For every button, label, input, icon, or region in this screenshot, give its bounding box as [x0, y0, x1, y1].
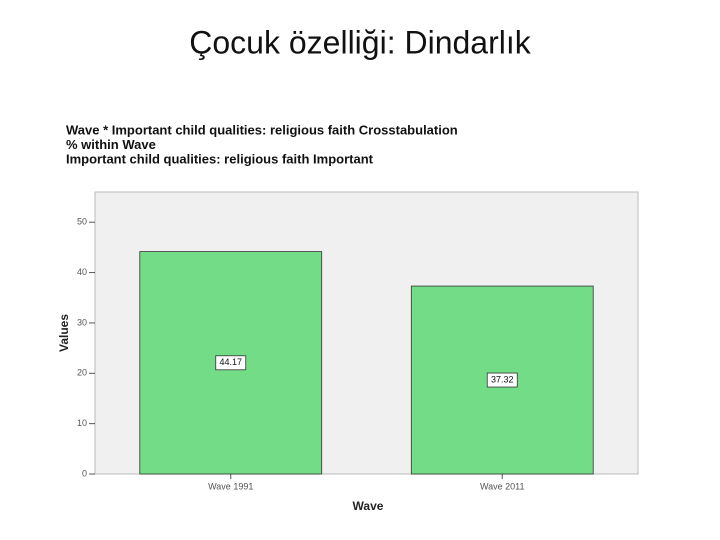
value-label-box: [215, 355, 247, 371]
y-tick-label: 20: [77, 368, 87, 378]
x-tick-label: Wave 2011: [480, 481, 525, 491]
chart-heading: Wave * Important child qualities: religi…: [66, 122, 458, 137]
value-label: 37.32: [491, 374, 514, 384]
y-tick-label: 30: [77, 317, 87, 327]
y-tick-label: 40: [77, 267, 87, 277]
slide-title: Çocuk özelliği: Dindarlık: [189, 24, 531, 60]
y-tick-label: 10: [77, 418, 87, 428]
y-tick-label: 50: [77, 217, 87, 227]
chart-heading: % within Wave: [66, 137, 156, 152]
y-tick-label: 0: [82, 468, 87, 478]
value-label-box: [486, 372, 518, 388]
chart-heading: Important child qualities: religious fai…: [66, 151, 374, 166]
value-label: 44.17: [219, 357, 242, 367]
y-axis-title: Values: [57, 314, 71, 352]
x-axis-title: Wave: [353, 499, 384, 513]
x-tick-label: Wave 1991: [208, 481, 253, 491]
